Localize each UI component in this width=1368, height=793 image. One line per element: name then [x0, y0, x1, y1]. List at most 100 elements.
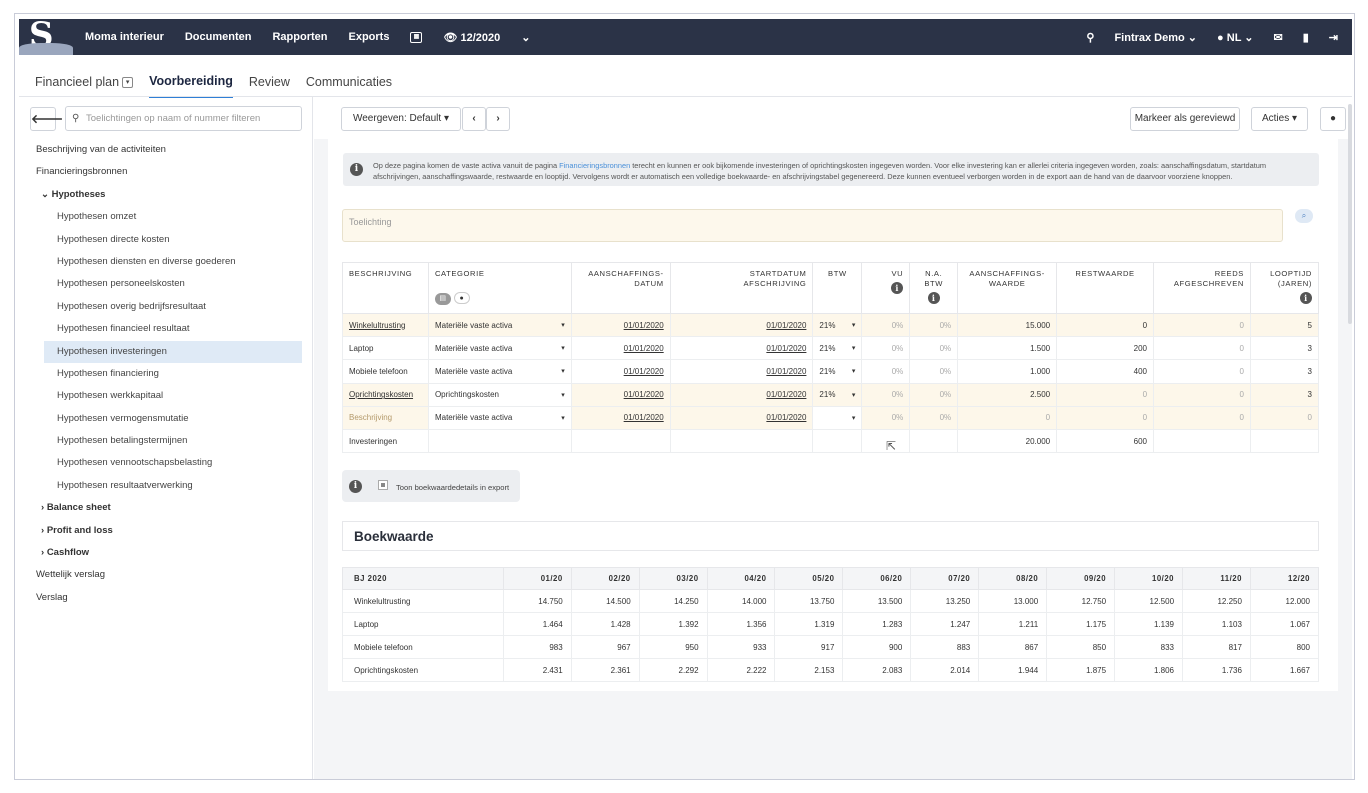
- info-icon[interactable]: i: [891, 282, 904, 294]
- start-date[interactable]: 01/01/2020: [669, 336, 814, 361]
- row-desc[interactable]: Winkelultrusting: [342, 312, 429, 338]
- category-select[interactable]: Materiële vaste activa ▾: [427, 359, 572, 384]
- sidebar-item-bedrijfsresultaat[interactable]: Hypothesen overig bedrijfsresultaat: [57, 300, 206, 312]
- nav-rapporten[interactable]: Rapporten: [272, 31, 328, 43]
- loop-value[interactable]: 3: [1249, 336, 1320, 361]
- language-menu[interactable]: ● NL ⌄: [1217, 31, 1254, 44]
- btw-select[interactable]: 21% ▾: [812, 336, 863, 361]
- reeds-value[interactable]: 0: [1153, 312, 1251, 338]
- sidebar-item-hypotheses[interactable]: ⌄ Hypotheses: [19, 184, 313, 206]
- comment-icon[interactable]: ●: [453, 292, 470, 304]
- sidebar-item-financieel-resultaat[interactable]: Hypothesen financieel resultaat: [57, 323, 190, 335]
- chevron-down-icon[interactable]: ⌄: [521, 31, 531, 44]
- period-selector[interactable]: 👁 12/2020: [443, 31, 500, 44]
- sidebar-item-cashflow[interactable]: › Cashflow: [19, 542, 313, 564]
- rest-value[interactable]: 400: [1056, 359, 1155, 384]
- na-value[interactable]: 0%: [909, 405, 959, 430]
- calendar-icon[interactable]: ▦: [410, 31, 423, 43]
- back-button[interactable]: 🡐: [30, 107, 63, 131]
- btw-select[interactable]: 21% ▾: [812, 382, 863, 407]
- row-desc[interactable]: Mobiele telefoon: [342, 359, 429, 384]
- start-date[interactable]: 01/01/2020: [669, 405, 814, 430]
- waarde-value[interactable]: 1.000: [957, 359, 1058, 384]
- category-select[interactable]: Materiële vaste activa ▾: [427, 405, 572, 430]
- na-value[interactable]: 0%: [909, 336, 959, 361]
- user-menu[interactable]: Fintrax Demo ⌄: [1114, 31, 1198, 44]
- aanschaf-date[interactable]: 01/01/2020: [570, 359, 671, 384]
- info-icon[interactable]: i: [1300, 292, 1312, 304]
- caret-down-icon[interactable]: ▾: [122, 77, 134, 89]
- sidebar-item-resultaatverwerking[interactable]: Hypothesen resultaatverwerking: [57, 479, 193, 491]
- nav-documenten[interactable]: Documenten: [184, 31, 252, 43]
- sidebar-item-investeringen[interactable]: Hypothesen investeringen: [44, 340, 302, 363]
- rest-value[interactable]: 200: [1056, 336, 1155, 361]
- sidebar-item-diensten[interactable]: Hypothesen diensten en diverse goederen: [57, 255, 236, 267]
- comments-button[interactable]: ●: [1320, 107, 1346, 131]
- rest-value[interactable]: 0: [1056, 382, 1155, 407]
- sidebar-item-financieringsbronnen[interactable]: Financieringsbronnen: [36, 166, 128, 178]
- aanschaf-date[interactable]: 01/01/2020: [570, 336, 671, 361]
- tab-review[interactable]: Review: [248, 75, 290, 89]
- loop-value[interactable]: 3: [1249, 359, 1320, 384]
- sidebar-item-balance-sheet[interactable]: › Balance sheet: [19, 497, 313, 519]
- vu-value[interactable]: 0%: [861, 382, 911, 407]
- aanschaf-date[interactable]: 01/01/2020: [570, 405, 671, 430]
- sidebar-item-beschrijving[interactable]: Beschrijving van de activiteiten: [36, 144, 166, 155]
- tab-financieel-plan[interactable]: Financieel plan ▾: [35, 75, 134, 89]
- filter-input[interactable]: ⚲ Toelichtingen op naam of nummer filtere…: [65, 106, 302, 131]
- reeds-value[interactable]: 0: [1153, 336, 1251, 361]
- tab-communicaties[interactable]: Communicaties: [305, 75, 393, 89]
- aanschaf-date[interactable]: 01/01/2020: [570, 312, 671, 338]
- na-value[interactable]: 0%: [909, 382, 959, 407]
- sidebar-item-betalingstermijnen[interactable]: Hypothesen betalingstermijnen: [57, 435, 188, 447]
- category-select[interactable]: Oprichtingskosten ▾: [427, 382, 572, 407]
- start-date[interactable]: 01/01/2020: [669, 382, 814, 407]
- rest-value[interactable]: 0: [1056, 405, 1155, 430]
- row-desc[interactable]: Beschrijving: [342, 405, 429, 430]
- btw-select[interactable]: 21% ▾: [812, 312, 863, 338]
- actions-dropdown[interactable]: Acties ▾: [1251, 107, 1308, 131]
- aanschaf-date[interactable]: 01/01/2020: [570, 382, 671, 407]
- vu-value[interactable]: 0%: [861, 405, 911, 430]
- mark-reviewed-button[interactable]: Markeer als gereviewd: [1130, 107, 1240, 131]
- sidebar-item-omzet[interactable]: Hypothesen omzet: [57, 211, 137, 223]
- btw-select[interactable]: 21% ▾: [812, 359, 863, 384]
- row-desc[interactable]: Laptop: [342, 336, 429, 361]
- prev-button[interactable]: ‹: [462, 107, 486, 131]
- vu-value[interactable]: 0%: [861, 359, 911, 384]
- reeds-value[interactable]: 0: [1153, 382, 1251, 407]
- sidebar-item-personeelskosten[interactable]: Hypothesen personeelskosten: [57, 278, 185, 290]
- nav-company[interactable]: Moma interieur: [85, 31, 164, 43]
- na-value[interactable]: 0%: [909, 312, 959, 338]
- loop-value[interactable]: 0: [1249, 405, 1320, 430]
- clipboard-icon[interactable]: ▤: [434, 293, 451, 305]
- nav-exports[interactable]: Exports: [348, 31, 390, 43]
- vu-value[interactable]: 0%: [861, 336, 911, 361]
- app-logo[interactable]: S: [19, 19, 73, 55]
- reeds-value[interactable]: 0: [1153, 359, 1251, 384]
- attachment-icon[interactable]: ⌕: [1295, 209, 1313, 223]
- start-date[interactable]: 01/01/2020: [669, 359, 814, 384]
- view-dropdown[interactable]: Weergeven: Default ▾: [341, 107, 461, 131]
- sidebar-item-wettelijk-verslag[interactable]: Wettelijk verslag: [36, 569, 105, 581]
- scrollbar[interactable]: [1348, 104, 1352, 324]
- waarde-value[interactable]: 1.500: [957, 336, 1058, 361]
- vu-value[interactable]: 0%: [861, 312, 911, 338]
- na-value[interactable]: 0%: [909, 359, 959, 384]
- rest-value[interactable]: 0: [1056, 312, 1155, 338]
- loop-value[interactable]: 3: [1249, 382, 1320, 407]
- waarde-value[interactable]: 2.500: [957, 382, 1058, 407]
- waarde-value[interactable]: 0: [957, 405, 1058, 430]
- sidebar-item-financiering[interactable]: Hypothesen financiering: [57, 367, 159, 379]
- loop-value[interactable]: 5: [1249, 312, 1320, 338]
- info-link[interactable]: Financieringsbronnen: [559, 161, 631, 170]
- next-button[interactable]: ›: [486, 107, 510, 131]
- btw-select[interactable]: ▾: [812, 405, 863, 430]
- info-icon[interactable]: i: [927, 292, 940, 304]
- toelichting-textarea[interactable]: Toelichting: [342, 209, 1283, 242]
- sidebar-item-vennootschapsbelasting[interactable]: Hypothesen vennootschapsbelasting: [57, 457, 213, 469]
- category-select[interactable]: Materiële vaste activa ▾: [427, 312, 572, 338]
- sidebar-item-vermogensmutatie[interactable]: Hypothesen vermogensmutatie: [57, 412, 189, 424]
- export-checkbox[interactable]: [378, 480, 388, 490]
- logout-icon[interactable]: ⇥: [1328, 31, 1338, 44]
